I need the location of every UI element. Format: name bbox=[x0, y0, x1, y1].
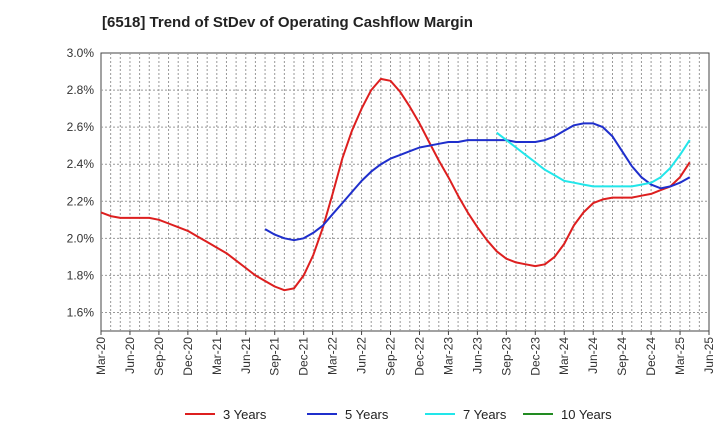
x-tick-label: Dec-22 bbox=[412, 337, 426, 376]
plot-area bbox=[100, 52, 710, 332]
y-tick-label: 2.8% bbox=[67, 83, 95, 97]
legend: 3 Years 5 Years 7 Years 10 Years bbox=[185, 407, 612, 422]
x-tick-label: Sep-22 bbox=[384, 337, 398, 376]
x-tick-label: Jun-23 bbox=[470, 337, 484, 374]
legend-label-7-years: 7 Years bbox=[463, 407, 507, 422]
x-tick-label: Dec-23 bbox=[528, 337, 542, 376]
y-tick-label: 3.0% bbox=[67, 46, 95, 60]
x-tick-label: Jun-22 bbox=[355, 337, 369, 374]
series-lines bbox=[100, 77, 691, 292]
y-tick-label: 1.6% bbox=[67, 305, 95, 319]
x-axis-ticks: Mar-20 Jun-20 Sep-20 Dec-20 Mar-21 Jun-21 Sep-… bbox=[94, 331, 716, 376]
y-tick-label: 2.2% bbox=[67, 194, 95, 208]
y-axis-ticks: 1.6% 1.8% 2.0% 2.2% 2.4% 2.6% 2.8% 3.0% bbox=[67, 46, 95, 319]
legend-label-5-years: 5 Years bbox=[345, 407, 389, 422]
y-tick-label: 2.0% bbox=[67, 231, 95, 245]
y-tick-label: 1.8% bbox=[67, 268, 95, 282]
x-tick-label: Jun-21 bbox=[239, 337, 253, 374]
y-tick-label: 2.6% bbox=[67, 120, 95, 134]
legend-label-3-years: 3 Years bbox=[223, 407, 267, 422]
x-tick-label: Dec-24 bbox=[644, 337, 658, 376]
series-line-3-years bbox=[100, 77, 691, 292]
x-tick-label: Jun-25 bbox=[702, 337, 716, 374]
x-tick-label: Mar-21 bbox=[210, 337, 224, 375]
x-tick-label: Sep-23 bbox=[499, 337, 513, 376]
series-line-7-years bbox=[496, 131, 691, 188]
x-tick-label: Jun-24 bbox=[586, 337, 600, 374]
y-tick-label: 2.4% bbox=[67, 157, 95, 171]
x-tick-label: Dec-20 bbox=[181, 337, 195, 376]
x-tick-label: Dec-21 bbox=[297, 337, 311, 376]
x-tick-label: Mar-23 bbox=[441, 337, 455, 375]
x-tick-label: Mar-22 bbox=[326, 337, 340, 375]
chart-title: [6518] Trend of StDev of Operating Cashf… bbox=[102, 14, 473, 31]
x-tick-label: Sep-20 bbox=[152, 337, 166, 376]
x-tick-label: Mar-25 bbox=[673, 337, 687, 375]
x-tick-label: Sep-24 bbox=[615, 337, 629, 376]
series-line-5-years bbox=[264, 122, 691, 242]
x-tick-label: Jun-20 bbox=[123, 337, 137, 374]
x-tick-label: Mar-20 bbox=[94, 337, 108, 375]
x-tick-label: Sep-21 bbox=[268, 337, 282, 376]
x-tick-label: Mar-24 bbox=[557, 337, 571, 375]
legend-label-10-years: 10 Years bbox=[561, 407, 612, 422]
